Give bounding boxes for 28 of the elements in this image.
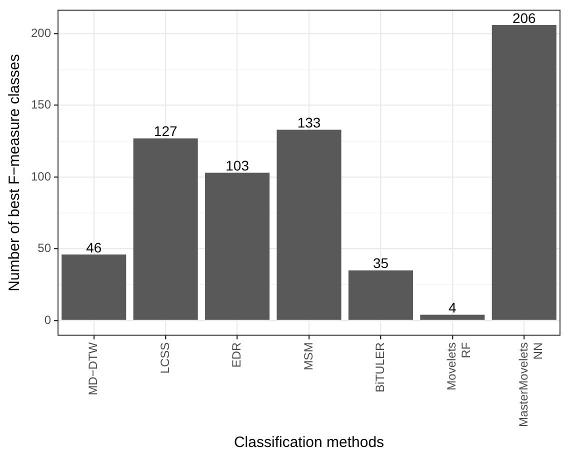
x-tick-label: BiTULER (373, 342, 388, 392)
data-label: 133 (297, 114, 321, 131)
data-label: 35 (372, 255, 389, 272)
x-tick-label: MasterMovelets NN (516, 342, 545, 428)
data-label: 4 (448, 300, 457, 316)
y-axis-title: Number of best F−measure classes (6, 54, 24, 292)
x-tick-label: MD−DTW (86, 342, 100, 396)
y-tick-label: 100 (30, 169, 52, 184)
y-tick-label: 0 (44, 312, 52, 327)
y-tick-label: 150 (30, 98, 52, 112)
bar (348, 270, 413, 320)
bar (62, 254, 126, 320)
data-label: 127 (154, 123, 178, 140)
data-label: 206 (512, 10, 536, 26)
bar (133, 138, 198, 320)
x-tick-label: Movelets RF (444, 342, 474, 390)
bar (205, 172, 270, 320)
y-tick-label: 200 (30, 26, 52, 40)
data-label: 103 (226, 158, 250, 174)
x-tick-label: MSM (301, 342, 316, 370)
bar (420, 314, 485, 320)
x-tick-label: LCSS (158, 342, 172, 374)
y-tick-label: 50 (38, 241, 52, 256)
bar (492, 24, 556, 320)
x-axis-title: Classification methods (234, 434, 384, 452)
x-tick-label: EDR (230, 342, 244, 368)
bar (276, 130, 342, 320)
data-label: 46 (86, 239, 102, 256)
